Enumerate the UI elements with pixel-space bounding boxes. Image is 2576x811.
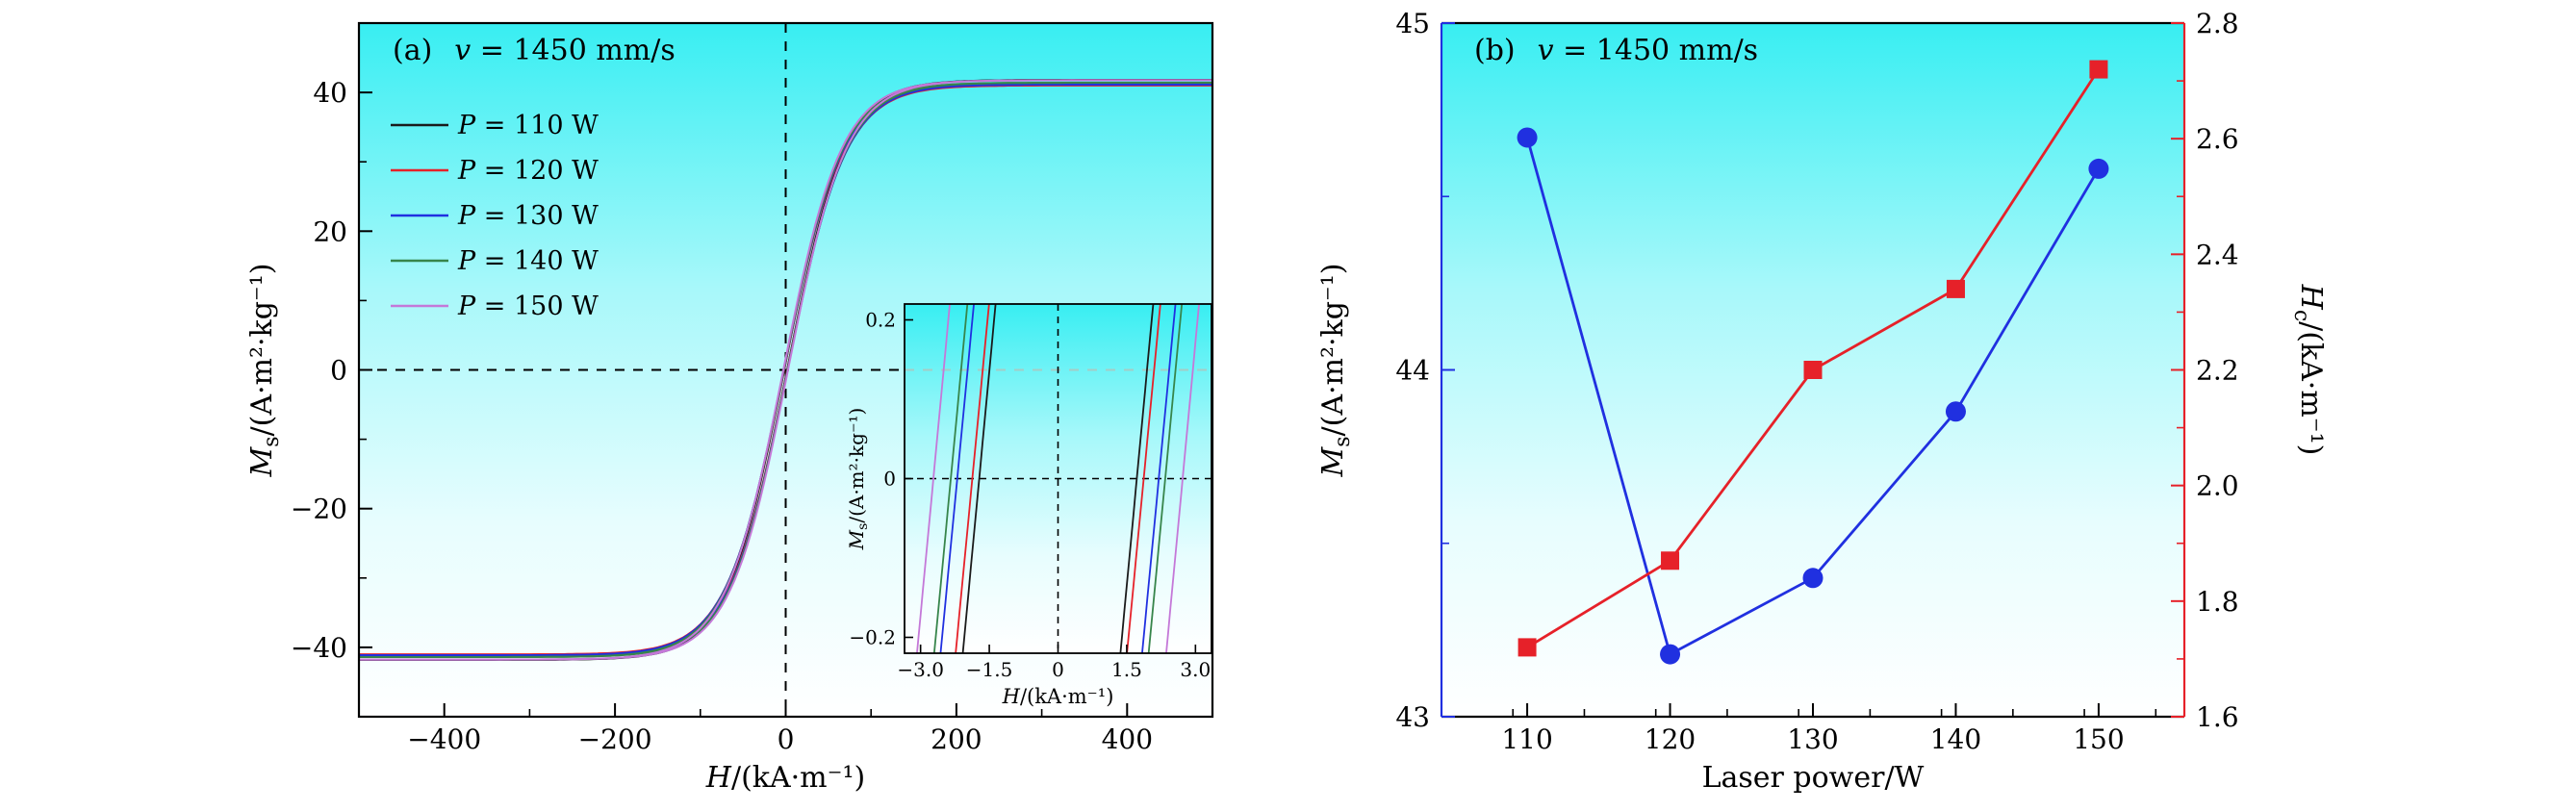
panel-b-x-tick-label: 120	[1645, 723, 1696, 755]
panel-b-right-tick-label: 2.4	[2196, 239, 2239, 270]
inset-y-tick-label: 0.2	[865, 309, 896, 332]
panel-b-right-tick-label: 2.6	[2196, 123, 2239, 155]
inset-x-tick-label: 0	[1052, 658, 1064, 681]
panel-a-x-axis-label: H/(kA·m⁻¹)	[705, 761, 865, 795]
data-point-saturation-magnetization-140W	[1945, 401, 1966, 422]
panel-a-y-axis-label: Ms/(A·m²·kg⁻¹)	[245, 264, 284, 478]
panel-a-x-tick-label: −200	[578, 723, 652, 755]
data-point-saturation-magnetization-150W	[2088, 158, 2109, 179]
panel-a-x-tick-label: 0	[778, 723, 795, 755]
inset-y-tick-label: 0	[883, 468, 896, 491]
panel-b: 110 120 130 140 150 43 44 45 1.6 1.8 2.0 2.2 2.4 2.6 2…	[1316, 8, 2328, 795]
panel-b-x-axis-label: Laser power/W	[1702, 761, 1925, 795]
panel-a-y-tick-label: 20	[313, 215, 347, 247]
panel-b-title: (b) v = 1450 mm/s	[1474, 34, 1758, 67]
panel-b-right-tick-label: 1.8	[2196, 586, 2239, 618]
panel-a-x-tick-label: 200	[931, 723, 982, 755]
inset-curve-140W	[1147, 304, 1184, 653]
panel-b-right-tick-label: 2.2	[2196, 355, 2239, 387]
data-point-saturation-magnetization-120W	[1660, 644, 1681, 665]
panel-a-y-tick-label: 0	[330, 355, 347, 387]
panel-b-right-axis-label: Hc/(kA·m⁻¹)	[2289, 284, 2328, 456]
inset-y-axis-label: Ms/(A·m²·kg⁻¹)	[845, 408, 871, 551]
panel-b-x-tick-label: 150	[2073, 723, 2124, 755]
inset-x-tick-label: −1.5	[966, 658, 1013, 681]
panel-b-right-tick-label: 1.6	[2196, 701, 2239, 733]
panel-a-title: (a) v = 1450 mm/s	[393, 34, 676, 67]
panel-b-left-tick-label: 45	[1395, 8, 1430, 39]
panel-a-y-tick-label: −20	[291, 494, 347, 525]
legend-label-140W: P = 140 W	[457, 246, 599, 276]
panel-a-x-tick-label: −400	[407, 723, 481, 755]
inset-y-tick-label: −0.2	[849, 626, 896, 649]
inset-chart: −3.0 −1.5 0 1.5 3.0 −0.2 0 0.2 H/(kA·m⁻¹) Ms/(A·m…	[845, 303, 1212, 708]
panel-a: −3.0 −1.5 0 1.5 3.0 −0.2 0 0.2 H/(kA·m⁻¹) Ms/(A·m…	[245, 21, 1214, 795]
data-point-coercivity-110W	[1518, 638, 1537, 657]
inset-x-axis-label: H/(kA·m⁻¹)	[1002, 685, 1114, 708]
panel-a-y-tick-label: 40	[313, 77, 347, 109]
data-point-saturation-magnetization-110W	[1517, 127, 1538, 148]
panel-b-right-tick-label: 2.8	[2196, 8, 2239, 39]
data-point-coercivity-150W	[2089, 60, 2108, 79]
inset-x-tick-label: −3.0	[897, 658, 944, 681]
data-point-coercivity-120W	[1661, 551, 1680, 570]
panel-b-left-tick-label: 44	[1395, 355, 1430, 387]
data-point-saturation-magnetization-130W	[1802, 568, 1824, 589]
legend-label-150W: P = 150 W	[457, 291, 599, 321]
panel-a-y-tick-label: −40	[291, 632, 347, 664]
data-point-coercivity-130W	[1803, 361, 1823, 379]
hysteresis-curves	[359, 79, 1212, 661]
inset-curve-140W	[932, 304, 969, 653]
inset-curve-130W	[939, 304, 975, 653]
inset-x-tick-label: 1.5	[1111, 658, 1142, 681]
panel-a-x-tick-label: 400	[1102, 723, 1153, 755]
panel-b-right-tick-label: 2.0	[2196, 470, 2239, 502]
legend-label-130W: P = 130 W	[457, 201, 599, 231]
inset-curve-130W	[1141, 304, 1177, 653]
panel-b-x-tick-label: 140	[1930, 723, 1981, 755]
hysteresis-curve-150W	[359, 79, 1212, 661]
panel-b-x-tick-label: 130	[1787, 723, 1838, 755]
legend-label-110W: P = 110 W	[457, 111, 599, 140]
data-point-coercivity-140W	[1946, 279, 1965, 298]
panel-b-x-tick-label: 110	[1501, 723, 1552, 755]
panel-b-left-axis-label: Ms/(A·m²·kg⁻¹)	[1316, 264, 1355, 478]
legend-label-120W: P = 120 W	[457, 156, 599, 186]
inset-x-tick-label: 3.0	[1180, 658, 1211, 681]
panel-b-left-tick-label: 43	[1395, 701, 1430, 733]
